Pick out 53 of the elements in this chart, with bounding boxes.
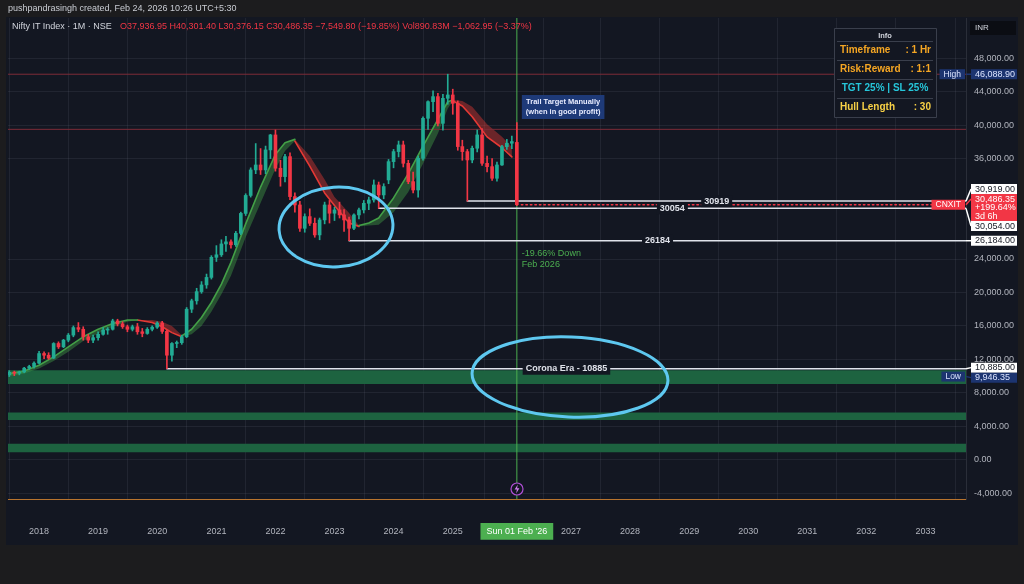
annotation: 9,946.35 — [975, 372, 1011, 383]
text: INR — [975, 23, 989, 33]
y-tick-label: 40,000.00 — [974, 119, 1015, 130]
annotation: Risk:Reward : 1:1 — [840, 63, 932, 75]
y-tick-label: 20,000.00 — [974, 286, 1015, 297]
y-tick-label: 48,000.00 — [974, 52, 1015, 63]
text: Hull Length : 30 — [840, 101, 931, 113]
y-tick-label: 36,000.00 — [974, 153, 1015, 164]
candlestick — [342, 209, 346, 232]
x-tick-label: 2022 — [265, 525, 286, 536]
x-tick-label: 2032 — [856, 525, 877, 536]
x-tick-label: 2024 — [383, 525, 404, 536]
series-label: 30919 — [704, 195, 730, 206]
x-tick-label: 2031 — [797, 525, 818, 536]
series-label: 30054 — [659, 202, 685, 213]
x-tick-label: 2030 — [738, 525, 759, 536]
y-tick-label: 44,000.00 — [974, 86, 1015, 97]
y-tick-label: 16,000.00 — [974, 320, 1015, 331]
chart-subtitle: O37,936.95 H40,301.40 L30,376.15 C30,486.35 −7,549.80 (−19.85%) Vol890.83M −1,062.95 (−3.37%) — [120, 21, 532, 32]
x-tick-label: 2025 — [442, 525, 463, 536]
annotation: TGT 25% | SL 25% — [841, 82, 929, 94]
x-tick-label: 2020 — [147, 525, 168, 536]
y-tick-label: 8,000.00 — [974, 387, 1010, 398]
annotation: -19.66% Down — [521, 247, 581, 258]
annotation: 26,184.00 — [975, 235, 1016, 246]
annotation: 30,054.00 — [975, 220, 1016, 231]
annotation: Low — [945, 370, 962, 381]
x-tick-label: 2019 — [88, 525, 109, 536]
text: Timeframe : 1 Hr — [840, 44, 931, 56]
annotation: 30,919.00 — [975, 183, 1016, 194]
x-tick-label: 2029 — [679, 525, 700, 536]
x-tick-label: 2028 — [619, 525, 640, 536]
annotation: High — [943, 68, 962, 79]
y-tick-label: 24,000.00 — [974, 253, 1015, 264]
x-tick-label: Sun 01 Feb '26 — [486, 525, 548, 536]
series-label: Corona Era - 10885 — [525, 363, 608, 374]
annotation: CNXIT — [935, 199, 961, 210]
x-tick-label: 2033 — [915, 525, 936, 536]
y-tick-label: 0.00 — [974, 454, 992, 465]
series-label: 26184 — [645, 235, 671, 246]
x-tick-label: 2023 — [324, 525, 345, 536]
y-tick-label: 4,000.00 — [974, 420, 1010, 431]
chart-title: Nifty IT Index · 1M · NSE — [12, 21, 112, 32]
text: pushpandrasingh created, Feb 24, 2026 10:26 UTC+5:30 — [8, 3, 237, 14]
annotation: 46,088.90 — [975, 68, 1016, 79]
y-tick-label: -4,000.00 — [974, 487, 1013, 498]
x-tick-label: 2021 — [206, 525, 227, 536]
candlestick — [253, 143, 258, 175]
y-tick-label: 12,000.00 — [974, 353, 1015, 364]
x-tick-label: 2027 — [560, 525, 581, 536]
annotation: Feb 2026 — [521, 258, 560, 269]
annotation: 30,486.35 +199.64% 3d 6h — [975, 193, 1016, 221]
x-tick-label: 2018 — [29, 525, 50, 536]
